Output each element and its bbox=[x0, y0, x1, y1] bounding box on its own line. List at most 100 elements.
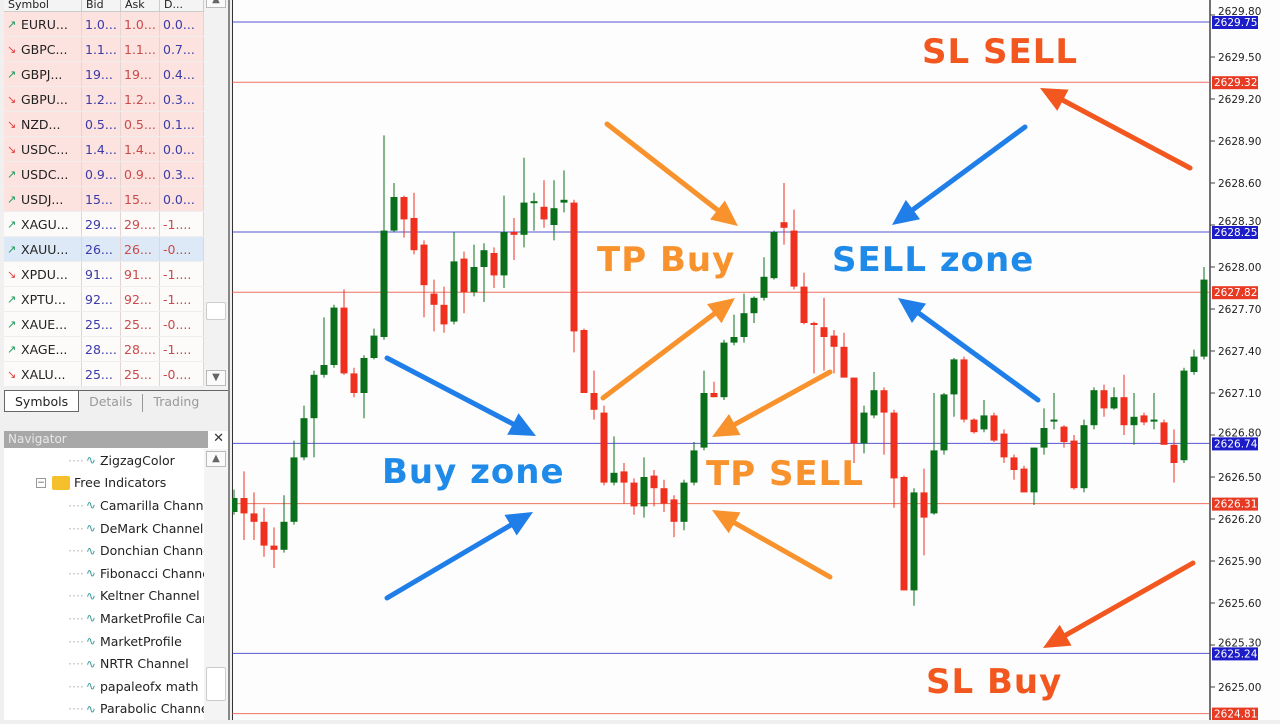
symbol-row[interactable]: ↗ USDJ... 15... 15... 0.0... bbox=[4, 187, 204, 212]
candle bbox=[350, 367, 358, 398]
candle-body bbox=[420, 244, 428, 286]
candle-body bbox=[550, 208, 558, 225]
candle bbox=[650, 470, 658, 507]
price-chart[interactable]: 2629.80 2629.50 2629.20 2628.90 2628.60 2628.… bbox=[230, 0, 1280, 721]
symbol-row[interactable]: ↗ XAGE... 28.... 28.... -1.... bbox=[4, 337, 204, 362]
candle bbox=[440, 286, 448, 333]
candle bbox=[1050, 393, 1058, 430]
candle bbox=[620, 463, 628, 504]
candle-body bbox=[1100, 390, 1108, 409]
symbol-name: GBPC... bbox=[21, 41, 68, 57]
candle bbox=[850, 377, 858, 463]
candle bbox=[1150, 393, 1158, 430]
navigator-item[interactable]: ····∿MarketProfile Canvas bbox=[4, 607, 204, 630]
navigator-item[interactable]: ···· ∿ Parabolic Channel bbox=[4, 698, 204, 721]
candle-body bbox=[730, 337, 738, 343]
level-price-label: 2626.31 bbox=[1214, 499, 1257, 511]
candle-body bbox=[1000, 433, 1008, 458]
tab-details[interactable]: Details bbox=[89, 394, 133, 409]
arrow-shaft bbox=[600, 311, 717, 401]
axis-tick-label: 2629.50 bbox=[1218, 52, 1261, 64]
level-price-tag bbox=[1212, 437, 1258, 451]
arrow-up-icon: ↗ bbox=[7, 17, 17, 31]
navigator-item[interactable]: ···· ∿ Fibonacci Channel bbox=[4, 562, 204, 585]
ask-value: 0.5... bbox=[121, 112, 160, 136]
candle-body bbox=[1070, 440, 1078, 489]
candle bbox=[1190, 349, 1198, 375]
scroll-thumb[interactable] bbox=[206, 302, 226, 320]
symbol-name: GBPJ... bbox=[21, 66, 63, 82]
candle bbox=[1170, 429, 1178, 483]
ask-value: 29.... bbox=[121, 212, 160, 236]
indicator-label: Keltner Channel bbox=[99, 588, 200, 604]
candle bbox=[920, 468, 928, 556]
navigator-item[interactable]: ···· ∿ DeMark Channel bbox=[68, 520, 204, 536]
symbol-row[interactable]: ↘ XALU... 25... 25... -0.... bbox=[4, 362, 204, 387]
candle bbox=[780, 183, 788, 245]
candle bbox=[760, 257, 768, 301]
candle-body bbox=[560, 199, 568, 203]
symbol-row[interactable]: ↘ NZD... 0.5... 0.5... 0.1... bbox=[4, 112, 204, 137]
collapse-icon[interactable]: − bbox=[36, 477, 46, 488]
candle-body bbox=[890, 412, 898, 479]
navigator-item[interactable]: ···· ∿ NRTR Channel bbox=[68, 656, 189, 672]
daily-change: 0.0... bbox=[160, 12, 204, 36]
candle-body bbox=[1130, 416, 1138, 426]
navigator-item[interactable]: ···· ∿ Donchian Channel bbox=[4, 539, 204, 562]
candle bbox=[1030, 447, 1038, 505]
candle bbox=[550, 180, 558, 241]
symbol-row[interactable]: ↗ GBPJ... 19... 19... 0.4... bbox=[4, 62, 204, 87]
candle bbox=[560, 170, 568, 213]
indicator-icon: ∿ bbox=[85, 566, 96, 581]
arrow-shaft bbox=[1060, 97, 1193, 171]
bid-value: 28.... bbox=[82, 337, 121, 361]
navigator-item[interactable]: ···· ∿ MarketProfile bbox=[68, 633, 182, 649]
symbol-row[interactable]: ↗ XPTU... 92... 92... -1.... bbox=[4, 287, 204, 312]
symbol-row[interactable]: ↘ GBPC... 1.1... 1.1... 0.7... bbox=[4, 37, 204, 62]
candle-body bbox=[1050, 419, 1058, 422]
indicator-label: MarketProfile bbox=[99, 633, 182, 649]
navigator-item[interactable]: ···· ∿ papaleofx math bbox=[68, 678, 199, 694]
candle bbox=[940, 393, 948, 455]
symbol-row[interactable]: ↘ GBPU... 1.2... 1.2... 0.3... bbox=[4, 87, 204, 112]
arrow-head bbox=[507, 413, 536, 436]
col-symbol[interactable]: Symbol bbox=[4, 0, 82, 11]
symbol-row[interactable]: ↗ XAGU... 29.... 29.... -1.... bbox=[4, 212, 204, 237]
navigator-item[interactable]: ···· ∿ ZigzagColor bbox=[68, 452, 175, 468]
candle-body bbox=[800, 286, 808, 323]
col-ask[interactable]: Ask bbox=[121, 0, 160, 11]
scroll-down-icon[interactable]: ▼ bbox=[206, 370, 226, 386]
ask-value: 1.0... bbox=[121, 12, 160, 36]
arrow-head bbox=[712, 510, 741, 534]
close-icon[interactable]: ✕ bbox=[213, 431, 224, 446]
navigator-scrollbar[interactable]: ▲ bbox=[204, 449, 228, 720]
scroll-thumb[interactable] bbox=[206, 667, 226, 701]
axis-tick-label: 2628.60 bbox=[1218, 178, 1261, 190]
level-price-tag bbox=[1212, 76, 1258, 90]
tab-symbols[interactable]: Symbols bbox=[4, 391, 80, 412]
market-watch-scrollbar[interactable]: ▲ ▼ bbox=[204, 0, 228, 390]
symbol-row[interactable]: ↗ XAUE... 25... 25... -0.... bbox=[4, 312, 204, 337]
symbol-row[interactable]: ↗ USDC... 0.9... 0.9... 0.3... bbox=[4, 162, 204, 187]
candle bbox=[800, 272, 808, 325]
tab-trading[interactable]: Trading bbox=[142, 394, 209, 412]
ask-value: 25... bbox=[121, 312, 160, 336]
indicator-icon: ∿ bbox=[85, 453, 96, 468]
candle bbox=[1000, 429, 1008, 463]
navigator-item[interactable]: ···· ∿ Camarilla Channel bbox=[4, 494, 204, 517]
navigator-folder[interactable]: − Free Indicators bbox=[4, 472, 204, 495]
scroll-up-icon[interactable]: ▲ bbox=[206, 0, 226, 8]
candle-body bbox=[670, 499, 678, 522]
symbol-row[interactable]: ↗ XAUU... 26... 26... -0.... bbox=[4, 237, 204, 262]
symbol-row[interactable]: ↘ USDC... 1.4... 1.4... 0.0... bbox=[4, 137, 204, 162]
arrow-head bbox=[898, 298, 927, 324]
candle-body bbox=[900, 477, 908, 591]
symbol-row[interactable]: ↗ EURU... 1.0... 1.0... 0.0... bbox=[4, 12, 204, 37]
scroll-up-icon[interactable]: ▲ bbox=[206, 451, 226, 467]
col-daily[interactable]: D... bbox=[160, 0, 204, 11]
col-bid[interactable]: Bid bbox=[82, 0, 121, 11]
navigator-item[interactable]: ···· ∿ Keltner Channel bbox=[68, 588, 200, 604]
symbol-row[interactable]: ↘ XPDU... 91... 91... -1.... bbox=[4, 262, 204, 287]
candle-body bbox=[1120, 397, 1128, 426]
candle bbox=[450, 232, 458, 325]
